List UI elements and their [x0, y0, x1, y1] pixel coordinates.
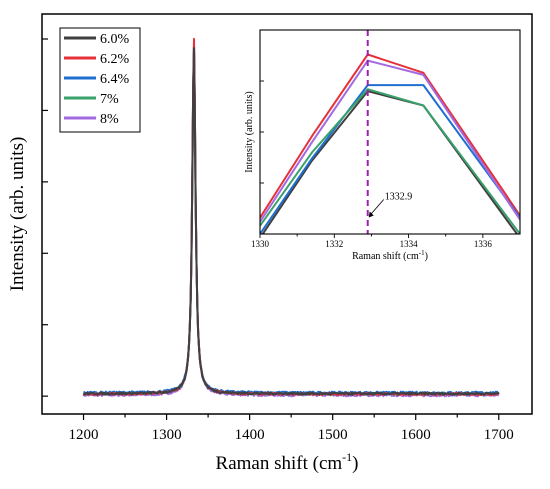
- main-y-ticks: [42, 38, 48, 397]
- inset-y-ticks: [260, 29, 264, 184]
- inset-x-ticks: 1330 1332 1334 1336: [251, 234, 492, 249]
- inset-background: [260, 30, 520, 234]
- main-x-tick-label: 1600: [401, 427, 431, 443]
- legend-label: 8%: [100, 112, 119, 127]
- main-x-tick-label: 1500: [318, 427, 348, 443]
- main-y-axis-label: Intensity (arb. units): [7, 137, 28, 292]
- annotation-arrow: [369, 199, 385, 216]
- inset-y-axis-label: Intensity (arb. units): [244, 91, 255, 172]
- legend-box: [59, 27, 141, 133]
- inset-x-tick-label: 1330: [251, 239, 270, 249]
- peak-annotation: 1332.9: [385, 192, 413, 203]
- main-x-tick-label: 1400: [235, 427, 265, 443]
- main-x-tick-label: 1700: [484, 427, 514, 443]
- main-plot-frame: [41, 13, 533, 415]
- legend: 6.0% 6.2% 6.4% 7% 8%: [59, 27, 141, 133]
- main-series-line: [82, 47, 500, 396]
- inset-x-tick-label: 1336: [474, 239, 493, 249]
- annotation-arrow-head: [368, 211, 374, 218]
- legend-label: 6.4%: [100, 72, 130, 87]
- main-x-ticks: 1200 1300 1400 1500 1600 1700: [69, 414, 514, 443]
- inset-x-axis-label: Raman shift (cm-1): [352, 249, 428, 262]
- legend-label: 7%: [100, 92, 119, 107]
- main-series-lines: [82, 37, 500, 398]
- main-x-axis-label: Raman shift (cm-1): [216, 450, 359, 474]
- main-plot: 1200 1300 1400 1500 1600 1700 Raman shift (cm…: [7, 13, 533, 474]
- inset-plot: 1330 1332 1334 1336 1332.9 Raman shift (cm-…: [244, 29, 521, 262]
- legend-label: 6.0%: [100, 32, 130, 47]
- legend-label: 6.2%: [100, 52, 130, 67]
- main-x-tick-label: 1300: [152, 427, 182, 443]
- inset-series-line: [260, 88, 520, 234]
- inset-x-tick-label: 1334: [400, 239, 419, 249]
- main-x-tick-label: 1200: [69, 427, 99, 443]
- inset-x-tick-label: 1332: [325, 239, 343, 249]
